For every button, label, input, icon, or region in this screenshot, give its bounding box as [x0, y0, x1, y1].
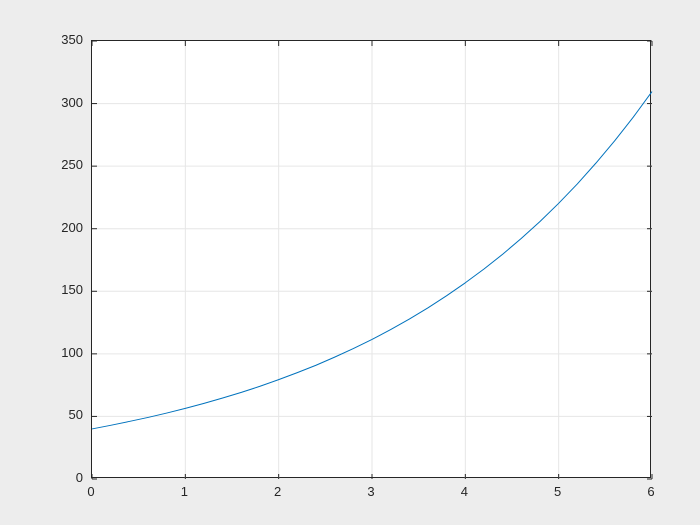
x-tick-label: 6 [631, 484, 671, 499]
y-tick-label: 250 [61, 157, 83, 172]
plot-area [91, 40, 651, 478]
y-tick-label: 100 [61, 345, 83, 360]
x-tick-label: 0 [71, 484, 111, 499]
x-tick-label: 2 [258, 484, 298, 499]
x-tick-label: 4 [444, 484, 484, 499]
figure: 0 1 2 3 4 5 6 0 50 100 150 200 250 300 350 [0, 0, 700, 525]
x-tick-label: 3 [351, 484, 391, 499]
y-tick-label: 0 [76, 470, 83, 485]
y-tick-label: 200 [61, 220, 83, 235]
y-tick-label: 350 [61, 32, 83, 47]
y-tick-label: 50 [69, 407, 83, 422]
y-tick-label: 300 [61, 95, 83, 110]
x-tick-label: 5 [538, 484, 578, 499]
y-tick-label: 150 [61, 282, 83, 297]
plot-svg [92, 41, 652, 479]
x-tick-label: 1 [164, 484, 204, 499]
